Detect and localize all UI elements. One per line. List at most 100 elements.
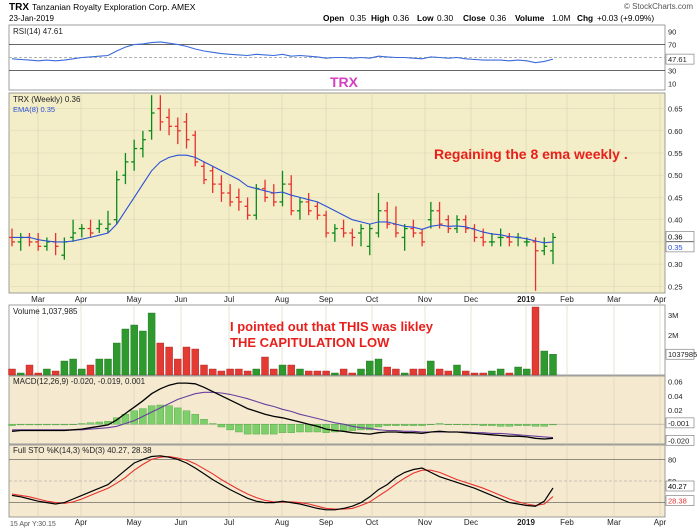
volume-bar [383,366,391,376]
sto-k-tag: 40.27 [668,482,687,491]
rsi-legend: RSI(14) 47.61 [13,27,63,36]
month-label-bottom: Oct [366,518,379,527]
macd-hist-bar [8,424,16,426]
volume-bar [25,364,34,376]
volume-note-line2: THE CAPITULATION LOW [230,335,390,350]
volume-value: 1.0M [552,13,571,23]
volume-bar [488,370,496,376]
macd-hist-bar [25,424,34,426]
close-label: Close [463,13,486,23]
volume-bar [43,368,51,376]
price-tick-label: 0.55 [668,149,683,158]
macd-hist-bar [60,424,69,426]
volume-bar [78,368,86,376]
macd-hist-bar [505,424,514,427]
month-label-bottom: Feb [560,518,574,527]
date-label: 23-Jan-2019 [9,14,54,23]
price-last-tag-bg [665,231,695,242]
volume-note-line1: I pointed out that THIS was likley [230,319,434,334]
month-label-bottom: Jun [175,518,188,527]
volume-bar [278,364,287,376]
macd-hist-bar [549,424,557,426]
volume-bar [531,306,540,376]
macd-hist-bar [17,424,25,426]
volume-bar [322,370,330,376]
volume-bar [296,368,304,376]
sto-d-tag-bg [665,495,695,506]
macd-hist-bar [523,424,531,426]
month-label-price: Nov [418,295,432,304]
price-tick-label: 0.60 [668,127,683,136]
price-tick-label: 0.30 [668,260,683,269]
volume-bar [95,358,104,376]
volume-value-tag: 1037985 [668,350,697,359]
ema-legend: EMA(8) 0.35 [13,105,55,114]
month-label-price: Oct [366,295,379,304]
macd-legend: MACD(12,26,9) -0.020, -0.019, 0.001 [13,377,146,386]
volume-bar [427,360,435,376]
company-label: Tanzanian Royalty Exploration Corp. AMEX [32,2,196,12]
volume-bar [261,356,269,376]
macd-hist-bar [374,424,383,428]
macd-hist-bar [496,424,505,427]
price-note-annotation: Regaining the 8 ema weekly . [434,146,628,162]
volume-label: Volume [515,13,545,23]
volume-bar [208,368,217,376]
month-label-price: Jun [175,295,188,304]
volume-bar [418,368,426,376]
price-last-tag: 0.36 [668,232,683,241]
macd-hist-bar [401,424,409,426]
rsi-tick-label: 30 [668,67,676,76]
sto-tick-label: 80 [668,455,676,464]
volume-tick-label: 2M [668,331,678,340]
month-label-price: Sep [319,295,334,304]
watermark-label: © StockCharts.com [624,2,693,11]
macd-tick-label: 0.02 [668,406,683,415]
macd-hist-bar [444,424,452,426]
sto-k-tag-bg [665,480,695,492]
sto-legend: Full STO %K(14,3) %D(3) 40.27, 28.38 [13,446,152,455]
month-label-bottom: Mar [607,518,621,527]
price-legend: TRX (Weekly) 0.36 [13,95,81,104]
price-tick-label: 0.65 [668,105,683,114]
volume-bar [8,368,16,376]
macd-hist-bar [514,424,522,426]
rsi-tick-label: 10 [668,80,676,89]
macd-hist-bar [217,424,226,428]
macd-hist-bar [278,424,287,433]
month-label-bottom: Nov [418,518,432,527]
volume-bar [34,372,42,376]
macd-hist-bar [174,407,182,425]
low-value: 0.30 [437,13,454,23]
month-label-bottom: Sep [319,518,334,527]
macd-hist-bar [540,424,548,427]
volume-bar [357,368,365,376]
macd-hist-bar [34,424,42,426]
macd-hist-bar [226,424,234,431]
volume-bar [104,358,112,376]
month-label-bottom: May [126,518,141,527]
macd-hist-bar [147,405,156,425]
month-label-price: Apr [75,295,88,304]
open-value: 0.35 [350,13,367,23]
volume-bar [17,372,25,376]
macd-hist-bar [296,424,304,433]
volume-bar [435,368,444,376]
volume-bar [479,372,487,376]
macd-hist-bar [252,424,261,435]
macd-hist-bar [453,424,461,426]
macd-hist-bar [112,417,121,425]
macd-hist-bar [182,410,191,425]
macd-line [11,382,554,440]
high-value: 0.36 [393,13,410,23]
macd-hist-bar [200,419,208,425]
volume-bar [409,368,418,376]
price-panel [8,92,666,294]
month-label-price: Feb [560,295,574,304]
rsi-tag-annotation: TRX [330,74,359,90]
macd-hist-bar [427,424,435,426]
macd-value-tag: -0.001 [668,419,689,428]
rsi-value-tag-bg [665,53,695,65]
volume-bar [374,358,383,376]
rsi-line [11,41,554,64]
